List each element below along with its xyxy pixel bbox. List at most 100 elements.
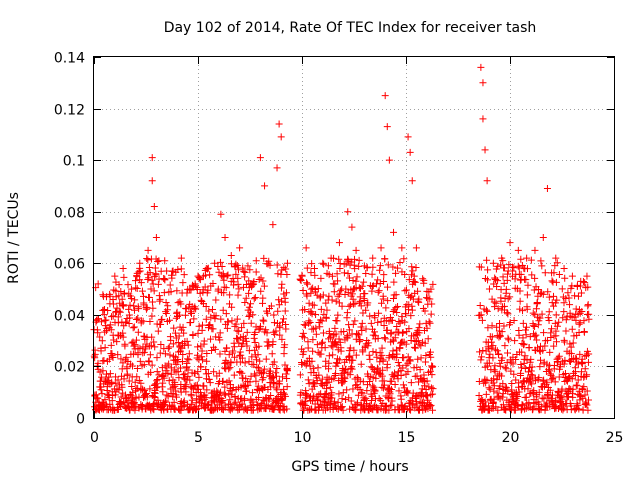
data-point bbox=[484, 324, 492, 332]
data-point bbox=[532, 331, 540, 339]
data-point bbox=[346, 352, 354, 360]
data-point bbox=[169, 383, 177, 391]
data-point bbox=[167, 370, 175, 378]
data-point bbox=[92, 391, 100, 399]
data-point bbox=[421, 339, 429, 347]
data-point bbox=[162, 299, 170, 307]
data-point bbox=[108, 378, 116, 386]
data-point bbox=[281, 307, 289, 315]
data-point bbox=[486, 350, 494, 358]
data-point bbox=[119, 389, 127, 397]
data-point bbox=[325, 352, 333, 360]
data-point bbox=[116, 402, 124, 410]
data-point bbox=[241, 299, 249, 307]
data-point bbox=[119, 302, 127, 310]
data-point bbox=[128, 382, 136, 390]
data-point bbox=[361, 290, 369, 298]
data-point bbox=[282, 289, 290, 297]
data-point bbox=[494, 406, 502, 414]
data-point bbox=[398, 329, 406, 337]
data-point bbox=[358, 327, 366, 335]
data-point bbox=[131, 378, 139, 386]
data-point bbox=[552, 396, 560, 404]
data-point bbox=[247, 319, 255, 327]
data-point bbox=[396, 258, 404, 266]
data-point bbox=[202, 394, 210, 402]
data-point bbox=[280, 315, 288, 323]
data-point bbox=[299, 329, 307, 337]
data-point bbox=[255, 393, 263, 401]
data-point bbox=[362, 306, 370, 314]
data-point bbox=[385, 406, 393, 414]
data-point bbox=[108, 313, 116, 321]
data-point bbox=[114, 313, 122, 321]
data-point bbox=[219, 397, 227, 405]
data-point bbox=[327, 342, 335, 350]
data-point bbox=[394, 375, 402, 383]
data-point bbox=[153, 377, 161, 385]
y-tick-label: 0.14 bbox=[54, 51, 85, 67]
data-point bbox=[133, 373, 141, 381]
data-point bbox=[117, 355, 125, 363]
data-point bbox=[262, 355, 270, 363]
data-point bbox=[122, 353, 130, 361]
data-point bbox=[165, 377, 173, 385]
data-point bbox=[156, 295, 164, 303]
data-point bbox=[283, 271, 291, 279]
data-point bbox=[152, 271, 160, 279]
data-point bbox=[127, 294, 135, 302]
data-point bbox=[332, 370, 340, 378]
data-point bbox=[135, 268, 143, 276]
data-point bbox=[359, 348, 367, 356]
data-point bbox=[370, 383, 378, 391]
data-point bbox=[415, 298, 423, 306]
data-point bbox=[140, 332, 148, 340]
data-point bbox=[499, 273, 507, 281]
data-point bbox=[150, 338, 158, 346]
data-point bbox=[392, 291, 400, 299]
data-point bbox=[207, 313, 215, 321]
data-point bbox=[283, 259, 291, 267]
data-point bbox=[561, 356, 569, 364]
data-point bbox=[300, 321, 308, 329]
data-point bbox=[160, 289, 168, 297]
data-point bbox=[510, 317, 518, 325]
data-point bbox=[242, 337, 250, 345]
data-point bbox=[126, 314, 134, 322]
data-point bbox=[96, 333, 104, 341]
data-point bbox=[388, 377, 396, 385]
data-point bbox=[232, 260, 240, 268]
data-point bbox=[195, 373, 203, 381]
data-point bbox=[493, 389, 501, 397]
data-point bbox=[515, 331, 523, 339]
data-point bbox=[108, 350, 116, 358]
data-point bbox=[302, 244, 310, 252]
data-point bbox=[572, 316, 580, 324]
data-point bbox=[153, 354, 161, 362]
data-point bbox=[123, 363, 131, 371]
data-point bbox=[205, 401, 213, 409]
data-point bbox=[412, 244, 420, 252]
data-point bbox=[493, 347, 501, 355]
data-point bbox=[519, 334, 527, 342]
data-point bbox=[539, 377, 547, 385]
data-point bbox=[174, 266, 182, 274]
data-point bbox=[162, 398, 170, 406]
data-point bbox=[514, 402, 522, 410]
data-point bbox=[209, 280, 217, 288]
data-point bbox=[283, 383, 291, 391]
data-point bbox=[552, 278, 560, 286]
data-point bbox=[558, 285, 566, 293]
data-point bbox=[332, 297, 340, 305]
data-point bbox=[303, 264, 311, 272]
data-point bbox=[246, 378, 254, 386]
data-point bbox=[544, 288, 552, 296]
data-point bbox=[264, 309, 272, 317]
data-point bbox=[494, 262, 502, 270]
data-point bbox=[223, 344, 231, 352]
data-point bbox=[490, 395, 498, 403]
data-point bbox=[524, 385, 532, 393]
data-point bbox=[167, 288, 175, 296]
data-point bbox=[427, 384, 435, 392]
data-point bbox=[269, 338, 277, 346]
